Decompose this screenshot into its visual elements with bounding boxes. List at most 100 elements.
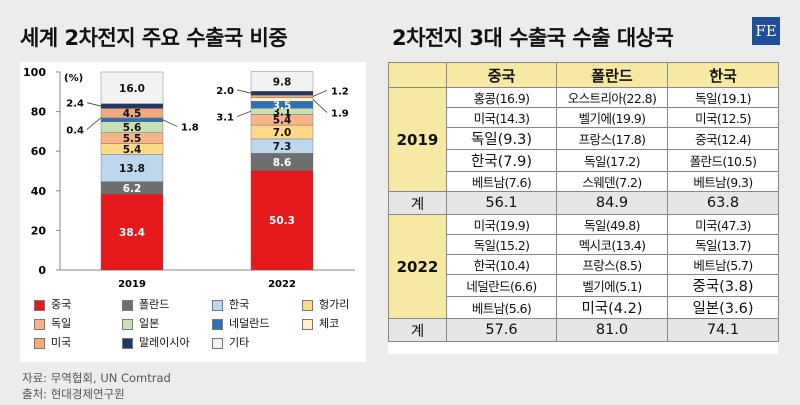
bar-value-label: 2.0 xyxy=(216,86,234,97)
table-cell: 멕시코(13.4) xyxy=(556,234,668,255)
bar-segment-2019-말레이시아 xyxy=(100,103,164,109)
source-line: 자료: 무역협회, UN Comtrad xyxy=(22,371,171,385)
legend-swatch xyxy=(302,299,313,311)
table-cell: 독일(17.2) xyxy=(556,149,668,172)
bar-value-label: 5.4 xyxy=(273,115,292,127)
legend-item: 한국 xyxy=(212,296,249,312)
y-tick-label: 80 xyxy=(31,106,47,119)
table-row: 미국(14.3) 벨기에(19.9) 미국(12.5) xyxy=(389,107,779,128)
table-cell: 독일(9.3) xyxy=(446,127,557,150)
y-tick-label: 100 xyxy=(23,66,46,79)
bar-value-label: 3.5 xyxy=(273,100,292,112)
bar-value-label: 2.4 xyxy=(66,99,84,110)
table-cell: 한국(7.9) xyxy=(446,149,557,172)
logo: FE xyxy=(752,17,780,45)
table-cell: 스웨덴(7.2) xyxy=(556,171,668,192)
total-cell: 57.6 xyxy=(446,318,557,342)
legend-item: 네덜란드 xyxy=(212,315,269,331)
bar-segment-2019-기타 xyxy=(100,71,164,104)
callout-line xyxy=(236,110,252,117)
column-header: 폴란드 xyxy=(556,62,668,88)
legend-swatch xyxy=(212,337,223,349)
legend-item: 독일 xyxy=(34,315,71,331)
bar-value-label: 50.3 xyxy=(269,215,295,227)
table-row: 독일(9.3) 프랑스(17.8) 중국(12.4) xyxy=(389,127,779,150)
table-cell: 미국(4.2) xyxy=(556,296,668,319)
bar-value-label: 5.6 xyxy=(123,122,142,134)
total-cell: 74.1 xyxy=(667,318,779,342)
column-header: 한국 xyxy=(667,62,779,88)
callout-line xyxy=(236,89,252,94)
bar-value-label: 9.8 xyxy=(273,77,292,89)
legend-label: 체코 xyxy=(319,317,340,330)
x-tick-label: 2022 xyxy=(268,279,296,290)
legend-item: 일본 xyxy=(122,315,159,331)
table-cell: 중국(3.8) xyxy=(667,274,779,297)
chart-title: 세계 2차전지 주요 수출국 비중 xyxy=(20,26,288,50)
bar-value-label: 13.8 xyxy=(119,163,145,175)
table-cell: 프랑스(17.8) xyxy=(556,127,668,150)
table-cell: 일본(3.6) xyxy=(667,296,779,319)
legend-swatch xyxy=(122,337,133,349)
total-cell: 81.0 xyxy=(556,318,668,342)
y-tick-label: 40 xyxy=(31,185,47,198)
table-cell: 독일(49.8) xyxy=(556,214,668,235)
bar-value-label: 1.8 xyxy=(181,122,199,133)
total-row: 계 57.6 81.0 74.1 xyxy=(388,318,779,342)
destinations-table: 중국 폴란드 한국 2019 홍콩(16.9) 오스트리아(22.8) 독일(19.1) 미… xyxy=(388,62,779,342)
callout-line xyxy=(162,119,178,127)
table-cell: 베트남(9.3) xyxy=(667,171,779,192)
bar-segment-2022-체코 xyxy=(250,97,314,102)
source-line: 출처: 현대경제연구원 xyxy=(22,387,125,401)
legend-item: 말레이시아 xyxy=(122,334,190,350)
table-cell: 미국(19.9) xyxy=(446,214,557,235)
total-label: 계 xyxy=(388,191,447,215)
table-cell: 베트남(5.7) xyxy=(667,254,779,275)
total-cell: 63.8 xyxy=(667,191,779,215)
table-title: 2차전지 3대 수출국 수출 대상국 xyxy=(392,26,674,50)
legend-label: 독일 xyxy=(51,317,72,330)
legend-swatch xyxy=(302,318,313,330)
legend-item: 폴란드 xyxy=(122,296,169,312)
bar-value-label: 4.5 xyxy=(123,108,142,120)
table-cell: 벨기에(19.9) xyxy=(556,107,668,128)
total-row: 계 56.1 84.9 63.8 xyxy=(388,191,779,215)
table-cell: 미국(14.3) xyxy=(446,107,557,128)
bar-segment-2022-미국 xyxy=(250,94,314,98)
legend-label: 미국 xyxy=(51,336,72,349)
table-cell: 중국(12.4) xyxy=(667,127,779,150)
table-row: 2019 홍콩(16.9) 오스트리아(22.8) 독일(19.1) xyxy=(388,87,779,192)
source-note: 자료: 무역협회, UN Comtrad 출처: 현대경제연구원 xyxy=(22,370,171,402)
table-cell: 폴란드(10.5) xyxy=(667,149,779,172)
legend-swatch xyxy=(212,299,223,311)
y-tick-label: 0 xyxy=(38,264,46,277)
legend-label: 폴란드 xyxy=(139,298,170,311)
table-row: 2022 미국(19.9) 독일(49.8) 미국(47.3) xyxy=(388,214,779,319)
total-label: 계 xyxy=(388,318,447,342)
callout-line xyxy=(86,117,102,130)
bar-segment-2019-중국 xyxy=(100,193,164,271)
bar-value-label: 8.6 xyxy=(273,157,292,169)
table-row: 베트남(7.6) 스웨덴(7.2) 베트남(9.3) xyxy=(389,171,779,192)
y-tick-label: 60 xyxy=(31,145,47,158)
table-cell: 독일(13.7) xyxy=(667,234,779,255)
callout-line xyxy=(312,99,328,113)
legend-label: 기타 xyxy=(229,336,250,349)
bar-value-label: 5.4 xyxy=(123,144,142,156)
bar-value-label: 16.0 xyxy=(119,83,145,95)
total-cell: 56.1 xyxy=(446,191,557,215)
callout-line xyxy=(86,102,102,107)
x-tick-label: 2019 xyxy=(118,279,146,290)
table-cell: 미국(47.3) xyxy=(667,214,779,235)
total-cell: 84.9 xyxy=(556,191,668,215)
table-cell: 벨기에(5.1) xyxy=(556,274,668,297)
table-cell: 프랑스(8.5) xyxy=(556,254,668,275)
legend-swatch xyxy=(212,318,223,330)
bar-segment-2022-기타 xyxy=(250,71,314,92)
legend-item: 미국 xyxy=(34,334,71,350)
table-cell: 미국(12.5) xyxy=(667,107,779,128)
table-row: 한국(10.4) 프랑스(8.5) 베트남(5.7) xyxy=(389,254,779,275)
bar-value-label: 6.2 xyxy=(123,183,142,195)
legend-label: 말레이시아 xyxy=(139,336,190,349)
